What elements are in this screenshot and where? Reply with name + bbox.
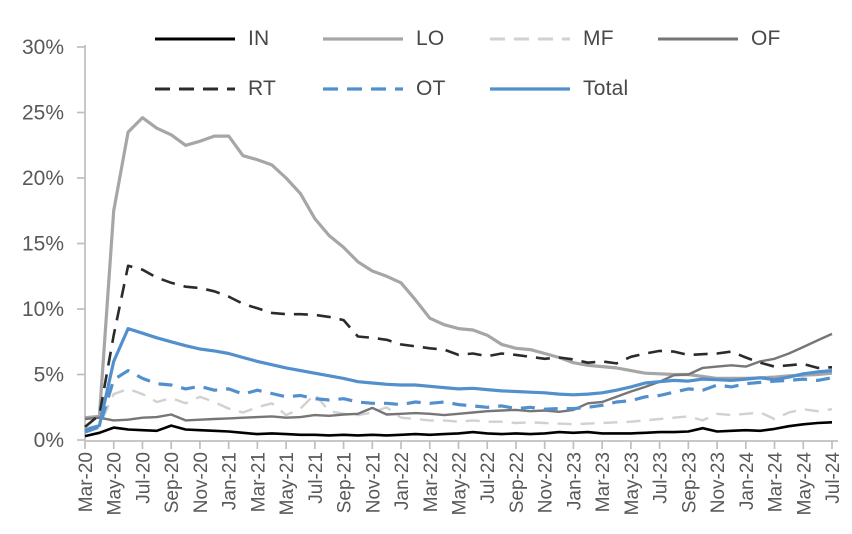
x-axis-label: Mar-22	[421, 452, 442, 512]
x-axis-label: May-20	[105, 452, 126, 515]
x-axis-label: Nov-21	[363, 452, 384, 513]
series-line-RT	[84, 264, 833, 428]
x-axis-label: Mar-24	[766, 452, 787, 513]
x-axis-label: Mar-21	[248, 452, 269, 512]
x-axis-label: Mar-23	[593, 452, 614, 512]
y-axis-label: 20%	[22, 167, 64, 190]
y-axis-label: 10%	[22, 298, 64, 321]
series-line-LO	[84, 116, 833, 420]
series-line-OT	[84, 369, 833, 434]
x-axis-label: May-24	[794, 452, 815, 516]
series-line-Total	[84, 327, 833, 432]
x-axis-label: Sep-22	[507, 452, 528, 513]
x-axis-label: May-21	[277, 452, 298, 515]
x-axis-label: Jan-23	[564, 452, 585, 510]
x-axis-label: Sep-23	[679, 452, 700, 513]
series-line-MF	[84, 387, 833, 430]
x-axis-label: Jul-23	[651, 452, 672, 504]
y-axis-label: 0%	[34, 429, 64, 452]
y-axis-label: 30%	[22, 36, 64, 59]
series-line-IN	[84, 421, 833, 438]
x-axis-label: Mar-20	[76, 452, 97, 512]
x-axis-label: Nov-20	[191, 452, 212, 513]
series-line-OF	[84, 332, 833, 422]
x-axis-label: Nov-23	[708, 452, 729, 513]
x-axis-label: May-22	[450, 452, 471, 515]
x-axis-label: Sep-21	[335, 452, 356, 513]
x-axis-label: Sep-20	[162, 452, 183, 513]
y-axis-label: 5%	[34, 364, 64, 387]
x-axis-label: Jan-21	[220, 452, 241, 510]
x-axis-label: Jul-22	[478, 452, 499, 504]
x-axis-label: Jul-20	[133, 452, 154, 504]
x-axis-label: Nov-22	[536, 452, 557, 513]
y-axis-label: 25%	[22, 102, 64, 125]
y-axis-label: 15%	[22, 233, 64, 256]
x-axis-label: Jan-22	[392, 452, 413, 510]
x-axis-label: May-23	[622, 452, 643, 515]
x-axis-label: Jul-21	[306, 452, 327, 504]
x-axis-label: Jan-24	[737, 452, 758, 511]
x-axis-label: Jul-24	[823, 452, 844, 504]
